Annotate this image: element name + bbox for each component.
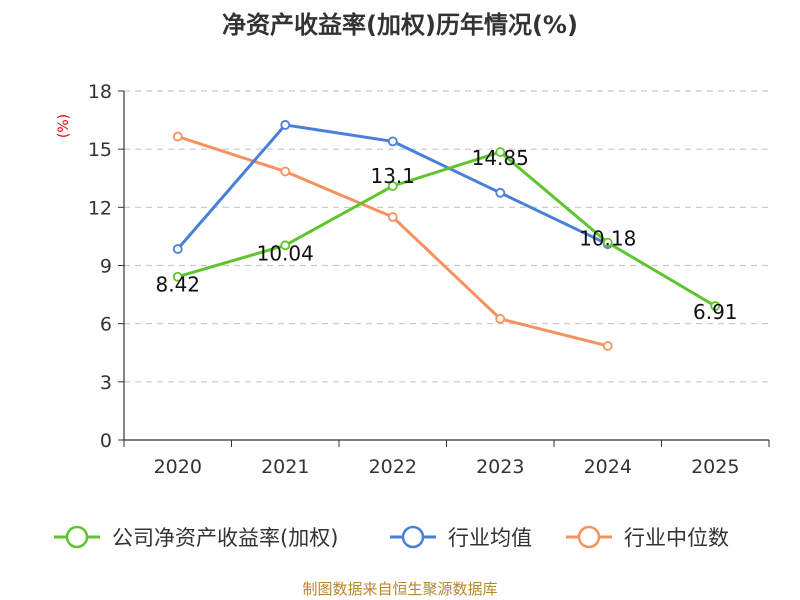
y-tick-label: 3 [100, 372, 112, 394]
chart-title: 净资产收益率(加权)历年情况(%) [222, 11, 578, 39]
data-label: 13.1 [370, 164, 415, 188]
y-tick-label: 9 [100, 256, 112, 278]
data-point[interactable] [280, 166, 291, 177]
data-label: 8.42 [155, 273, 200, 297]
data-point[interactable] [387, 212, 398, 222]
series [172, 120, 721, 351]
y-tick-label: 6 [100, 314, 112, 336]
y-tick-label: 12 [88, 197, 112, 219]
x-tick-label: 2020 [154, 456, 202, 478]
data-point[interactable] [602, 341, 613, 351]
legend-item-1[interactable]: 行业均值 [390, 525, 532, 550]
data-point[interactable] [172, 271, 183, 282]
x-tick-label: 2024 [584, 456, 632, 478]
legend-item-0[interactable]: 公司净资产收益率(加权) [54, 525, 338, 550]
y-tick-label: 15 [88, 139, 112, 161]
data-point[interactable] [387, 181, 398, 191]
y-tick-label: 0 [100, 430, 112, 452]
legend[interactable]: 公司净资产收益率(加权) 行业均值 行业中位数 [54, 525, 729, 550]
x-tick-label: 2022 [369, 456, 417, 478]
y-axis-label: (%) [56, 114, 72, 138]
data-labels: 8.42 10.04 13.1 14.85 10.18 6.91 [155, 146, 737, 324]
data-label: 14.85 [472, 146, 529, 170]
legend-item-2[interactable]: 行业中位数 [566, 525, 729, 550]
x-tick-label: 2025 [691, 456, 739, 478]
legend-marker [401, 525, 425, 549]
series-0 [172, 147, 721, 311]
y-tick-label: 18 [88, 81, 112, 103]
data-label: 6.91 [693, 300, 738, 324]
series-line [177, 150, 717, 308]
data-point[interactable] [495, 147, 506, 157]
x-tick-label: 2021 [261, 456, 309, 478]
data-label: 10.18 [579, 227, 636, 251]
data-point[interactable] [280, 240, 291, 251]
legend-label: 行业均值 [448, 526, 532, 550]
legend-label: 行业中位数 [624, 526, 729, 550]
data-point[interactable] [602, 237, 613, 248]
legend-marker [577, 525, 601, 549]
data-point[interactable] [710, 301, 721, 311]
source-note: 制图数据来自恒生聚源数据库 [302, 580, 497, 598]
x-tick-label: 2023 [476, 456, 524, 478]
axes: 0 3 6 9 12 15 18 2020 2021 2022 2023 2024 2025 [88, 81, 770, 478]
data-point[interactable] [495, 313, 506, 324]
series-2 [172, 131, 613, 351]
legend-marker [65, 525, 89, 549]
data-point[interactable] [172, 131, 183, 142]
data-point[interactable] [280, 120, 291, 130]
data-point[interactable] [495, 187, 506, 198]
gridlines [124, 90, 769, 383]
data-label: 10.04 [257, 241, 314, 265]
legend-label: 公司净资产收益率(加权) [112, 526, 338, 550]
data-point[interactable] [172, 244, 183, 254]
data-point[interactable] [387, 136, 398, 147]
